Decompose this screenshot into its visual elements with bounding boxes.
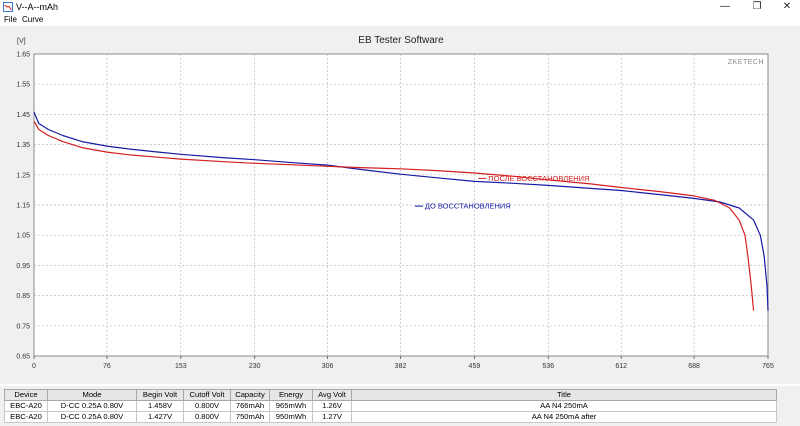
app-icon [3, 2, 13, 12]
cell-cutoff-volt: 0.800V [183, 400, 231, 412]
annotation-label: ДО ВОССТАНОВЛЕНИЯ [425, 202, 511, 211]
y-axis-label: [V] [17, 38, 26, 45]
results-header-row: Device Mode Begin Volt Cutoff Volt Capac… [4, 389, 777, 401]
series-line-0 [33, 111, 769, 311]
x-tick-label: 0 [32, 363, 36, 370]
x-tick-label: 612 [615, 363, 627, 370]
col-mode[interactable]: Mode [47, 389, 137, 401]
x-tick-label: 536 [542, 363, 554, 370]
x-tick-label: 306 [322, 363, 334, 370]
cell-avg-volt: 1.26V [312, 400, 352, 412]
menu-file[interactable]: File [4, 15, 17, 24]
plot-area [33, 53, 769, 357]
table-row[interactable]: EBC-A20 D-CC 0.25A 0.80V 1.427V 0.800V 7… [4, 411, 777, 423]
cell-energy: 965mWh [269, 400, 313, 412]
y-tick-label: 1.45 [16, 112, 30, 119]
x-tick-label: 765 [762, 363, 774, 370]
close-button[interactable]: ✕ [782, 1, 792, 12]
voltage-chart: 0 76 153 230 306 382 459 536 612 688 765 0.65 0.75 0.… [16, 35, 774, 370]
cell-capacity: 766mAh [230, 400, 270, 412]
x-tick-label: 459 [469, 363, 481, 370]
cell-capacity: 750mAh [230, 411, 270, 423]
annotation-label: ПОСЛЕ ВОССТАНОВЛЕНИЯ [488, 174, 589, 183]
y-tick-label: 0.85 [16, 293, 30, 300]
y-tick-label: 1.15 [16, 203, 30, 210]
cell-title: AA N4 250mA after [351, 411, 777, 423]
x-tick-label: 230 [249, 363, 261, 370]
col-device[interactable]: Device [4, 389, 48, 401]
col-title[interactable]: Title [351, 389, 777, 401]
cell-begin-volt: 1.427V [136, 411, 184, 423]
x-tick-label: 76 [103, 363, 111, 370]
x-tick-label: 688 [688, 363, 700, 370]
col-avg-volt[interactable]: Avg Volt [312, 389, 352, 401]
y-tick-label: 0.95 [16, 263, 30, 270]
series-line-1 [33, 120, 755, 311]
menu-bar: File Curve [0, 14, 800, 26]
cell-begin-volt: 1.458V [136, 400, 184, 412]
window-title: V--A--mAh [16, 2, 59, 12]
results-table: Device Mode Begin Volt Cutoff Volt Capac… [4, 389, 777, 423]
menu-curve[interactable]: Curve [22, 15, 44, 24]
chart-panel: 0 76 153 230 306 382 459 536 612 688 765 0.65 0.75 0.… [0, 26, 800, 384]
cell-mode: D-CC 0.25A 0.80V [47, 400, 137, 412]
y-tick-label: 1.65 [16, 52, 30, 59]
cell-title: AA N4 250mA [351, 400, 777, 412]
y-tick-label: 1.35 [16, 142, 30, 149]
window-titlebar: V--A--mAh — ❐ ✕ [0, 0, 800, 14]
y-tick-label: 1.25 [16, 172, 30, 179]
chart-title: EB Tester Software [358, 35, 444, 46]
y-tick-label: 1.55 [16, 82, 30, 89]
results-panel: Device Mode Begin Volt Cutoff Volt Capac… [0, 386, 800, 426]
cell-device: EBC-A20 [4, 400, 48, 412]
y-tick-label: 0.75 [16, 323, 30, 330]
cell-mode: D-CC 0.25A 0.80V [47, 411, 137, 423]
col-energy[interactable]: Energy [269, 389, 313, 401]
cell-energy: 950mWh [269, 411, 313, 423]
y-tick-label: 1.05 [16, 233, 30, 240]
col-capacity[interactable]: Capacity [230, 389, 270, 401]
minimize-button[interactable]: — [720, 1, 730, 12]
brand-label: ZKETECH [728, 59, 764, 66]
y-tick-label: 0.65 [16, 354, 30, 361]
table-row[interactable]: EBC-A20 D-CC 0.25A 0.80V 1.458V 0.800V 7… [4, 400, 777, 412]
cell-avg-volt: 1.27V [312, 411, 352, 423]
x-tick-label: 153 [175, 363, 187, 370]
col-cutoff-volt[interactable]: Cutoff Volt [183, 389, 231, 401]
restore-button[interactable]: ❐ [752, 1, 762, 12]
cell-device: EBC-A20 [4, 411, 48, 423]
x-tick-label: 382 [395, 363, 407, 370]
cell-cutoff-volt: 0.800V [183, 411, 231, 423]
col-begin-volt[interactable]: Begin Volt [136, 389, 184, 401]
